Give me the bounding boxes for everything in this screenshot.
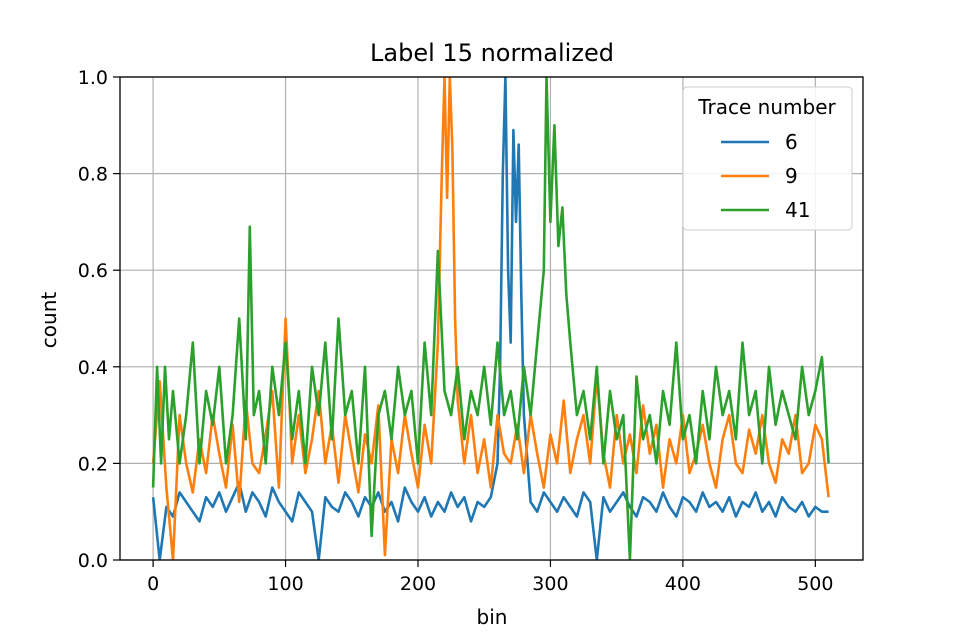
- x-tick-label: 400: [665, 573, 701, 595]
- legend-box: [682, 86, 853, 231]
- y-tick-label: 1.0: [78, 67, 108, 89]
- y-tick-label: 0.4: [78, 357, 108, 379]
- x-axis-ticks: 0 100 200 300 400 500: [147, 560, 833, 595]
- legend: Trace number 6 9 41: [682, 86, 853, 231]
- x-tick-label: 100: [267, 573, 303, 595]
- x-tick-label: 200: [400, 573, 436, 595]
- x-tick-label: 300: [532, 573, 568, 595]
- y-tick-label: 0.8: [78, 164, 108, 186]
- chart-title: Label 15 normalized: [370, 39, 614, 67]
- y-axis-ticks: 0.0 0.2 0.4 0.6 0.8 1.0: [78, 67, 120, 572]
- x-tick-label: 500: [797, 573, 833, 595]
- y-axis-label: count: [37, 292, 61, 349]
- series-layer: [151, 77, 830, 560]
- legend-label-41: 41: [785, 198, 810, 222]
- legend-label-6: 6: [785, 130, 798, 154]
- legend-items: 6 9 41: [721, 130, 810, 222]
- y-tick-label: 0.6: [78, 260, 108, 282]
- series-line-41: [151, 77, 830, 560]
- legend-title: Trace number: [697, 95, 836, 119]
- x-tick-label: 0: [147, 573, 159, 595]
- series-line-6: [151, 77, 829, 560]
- y-tick-label: 0.0: [78, 550, 108, 572]
- plot-frame: [119, 76, 864, 561]
- y-tick-label: 0.2: [78, 453, 108, 475]
- legend-label-9: 9: [785, 164, 798, 188]
- x-axis-label: bin: [477, 605, 508, 629]
